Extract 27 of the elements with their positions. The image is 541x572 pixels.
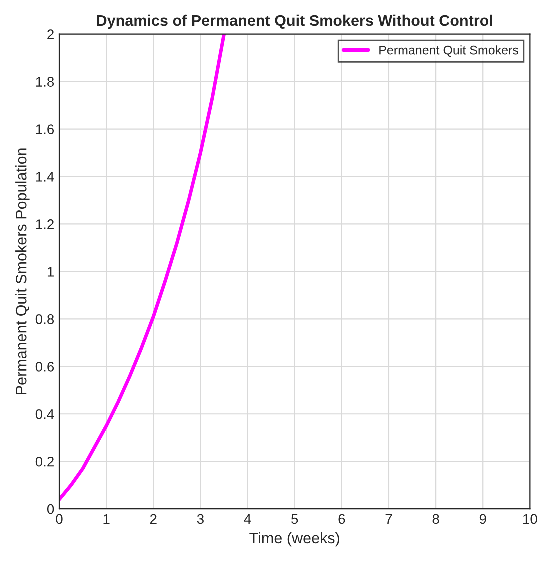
y-tick-label: 1.8: [36, 77, 54, 87]
x-tick-label: 5: [292, 514, 298, 524]
legend-label: Permanent Quit Smokers: [380, 46, 518, 57]
y-tick-label: 0.4: [36, 409, 54, 420]
y-tick-label: 0.2: [36, 456, 54, 467]
y-tick-label: 2: [48, 30, 54, 40]
x-tick-label: 9: [480, 514, 486, 524]
x-tick-label: 7: [386, 514, 392, 524]
line-series: [60, 34, 226, 502]
x-tick-label: 8: [432, 514, 440, 524]
x-tick-label: 0: [56, 514, 63, 524]
y-tick-label: 0.6: [36, 362, 54, 372]
y-tick-label: 0.8: [36, 314, 54, 324]
x-tick-label: 1: [104, 514, 110, 524]
x-tick-label: 10: [524, 514, 538, 524]
y-tick-label: 0: [47, 504, 54, 514]
y-tick-label: 1.2: [36, 220, 54, 230]
x-tick-label: 3: [197, 514, 204, 524]
x-tick-label: 2: [150, 514, 157, 524]
y-tick-label: 1.4: [36, 172, 54, 182]
chart-title: Dynamics of Permanent Quit Smokers Without Control: [97, 14, 492, 30]
y-tick-label: 1.6: [36, 124, 54, 134]
x-tick-label: 6: [338, 514, 346, 524]
x-axis-title: Time (weeks): [250, 532, 340, 547]
x-tick-label: 4: [244, 514, 252, 524]
y-axis-title: Permanent Quit Smokers Population: [16, 148, 30, 394]
y-tick-label: 1: [48, 267, 54, 277]
